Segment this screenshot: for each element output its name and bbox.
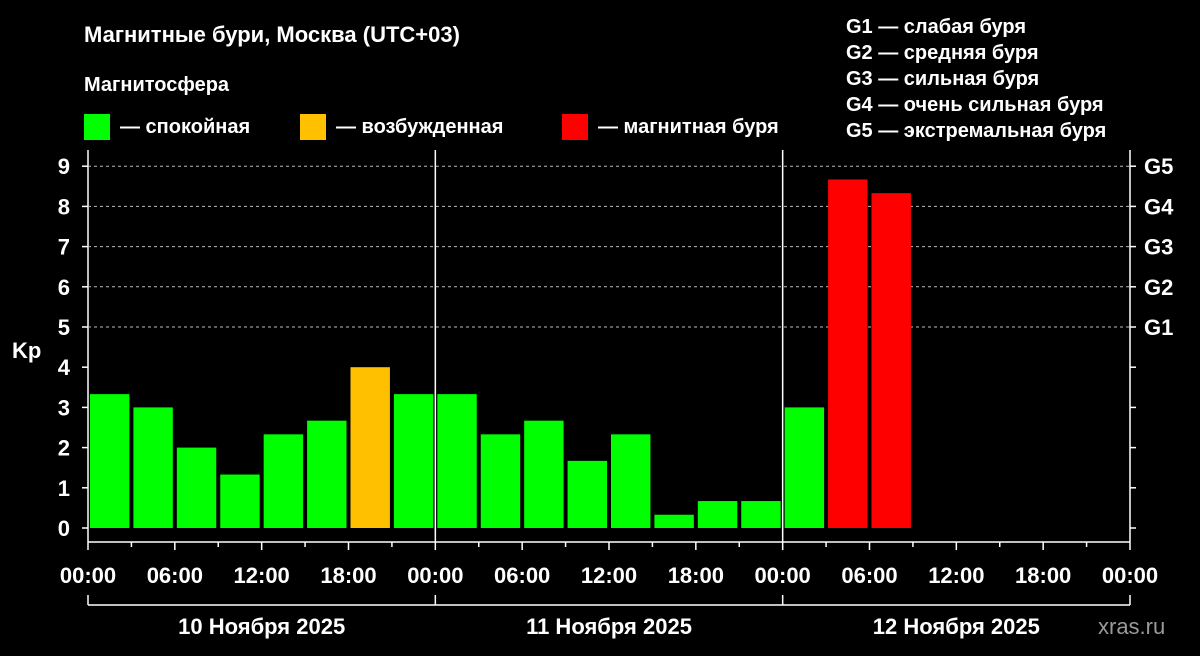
g-tick-label: G5: [1144, 154, 1173, 179]
legend-item-storm: — магнитная буря: [562, 114, 779, 140]
bar-storm: [828, 179, 868, 528]
x-tick-label: 00:00: [60, 563, 116, 588]
legend-heading: Магнитосфера: [84, 74, 230, 96]
x-tick-label: 18:00: [668, 563, 724, 588]
g-scale-list: G1 — слабая буря G2 — средняя буря G3 — …: [846, 14, 1106, 144]
y-tick-label: 1: [58, 476, 70, 501]
bar-quiet: [307, 420, 347, 528]
bar-quiet: [697, 501, 738, 528]
chart-title: Магнитные бури, Москва (UTC+03): [84, 22, 460, 47]
g-scale-item-g2: G2 — средняя буря: [846, 42, 1039, 64]
x-tick-label: 18:00: [320, 563, 376, 588]
g-tick-label: G4: [1144, 194, 1174, 219]
legend-swatch-quiet: [84, 114, 110, 140]
bar-quiet: [784, 407, 825, 528]
x-tick-label: 18:00: [1015, 563, 1071, 588]
y-tick-label: 6: [58, 275, 70, 300]
legend-label-storm: — магнитная буря: [598, 115, 779, 138]
legend-item-active: — возбужденная: [300, 114, 503, 140]
y-tick-label: 5: [58, 315, 70, 340]
bar-quiet: [176, 447, 217, 528]
bar-quiet: [220, 474, 260, 528]
x-tick-label: 12:00: [928, 563, 984, 588]
bar-quiet: [480, 434, 521, 528]
day-label: 10 Ноября 2025: [178, 614, 345, 639]
x-tick-label: 06:00: [841, 563, 897, 588]
legend-label-quiet: — спокойная: [120, 115, 251, 138]
day-label: 12 Ноября 2025: [873, 614, 1040, 639]
bar-quiet: [654, 514, 694, 528]
y-tick-label: 9: [58, 154, 70, 179]
x-tick-label: 06:00: [147, 563, 203, 588]
x-tick-label: 12:00: [234, 563, 290, 588]
bar-quiet: [741, 501, 781, 528]
y-tick-label: 4: [58, 355, 71, 380]
bar-quiet: [263, 434, 304, 528]
bar-quiet: [393, 394, 434, 528]
g-tick-label: G1: [1144, 315, 1173, 340]
y-axis-label: Kp: [12, 338, 42, 363]
bar-storm: [871, 193, 911, 528]
legend-label-active: — возбужденная: [336, 115, 504, 138]
y-tick-label: 7: [58, 235, 70, 260]
x-tick-label: 12:00: [581, 563, 637, 588]
legend-swatch-storm: [562, 114, 588, 140]
g-scale-item-g1: G1 — слабая буря: [846, 16, 1027, 38]
bar-quiet: [133, 407, 173, 528]
g-scale-item-g4: G4 — очень сильная буря: [846, 94, 1104, 116]
bar-quiet: [611, 434, 651, 528]
g-tick-label: G3: [1144, 235, 1173, 260]
x-tick-label: 00:00: [755, 563, 811, 588]
watermark: xras.ru: [1098, 614, 1166, 639]
g-scale-item-g5: G5 — экстремальная буря: [846, 120, 1107, 142]
bar-quiet: [567, 460, 607, 528]
g-scale-item-g3: G3 — сильная буря: [846, 68, 1040, 90]
bar-quiet: [437, 394, 477, 528]
x-tick-label: 00:00: [1102, 563, 1158, 588]
bar-quiet: [524, 420, 564, 528]
bar-quiet: [90, 394, 130, 528]
legend-item-quiet: — спокойная: [84, 114, 250, 140]
y-tick-label: 8: [58, 194, 70, 219]
bar-active: [350, 367, 390, 528]
x-tick-label: 06:00: [494, 563, 550, 588]
day-label: 11 Ноября 2025: [526, 614, 692, 639]
g-tick-label: G2: [1144, 275, 1173, 300]
x-tick-label: 00:00: [407, 563, 463, 588]
y-tick-label: 0: [58, 516, 70, 541]
y-tick-label: 3: [58, 395, 70, 420]
legend-swatch-active: [300, 114, 326, 140]
y-tick-label: 2: [58, 436, 70, 461]
